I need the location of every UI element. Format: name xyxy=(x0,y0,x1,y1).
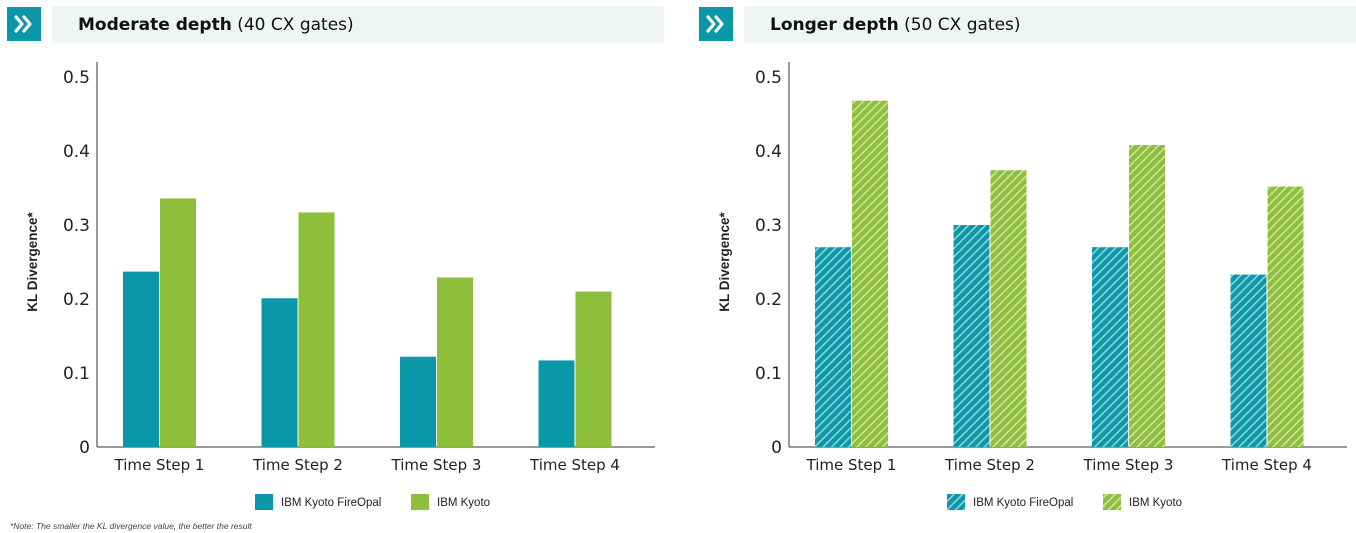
double-chevron-right-icon xyxy=(7,7,41,41)
bar-fireopal xyxy=(400,356,436,447)
y-tick-label: 0.5 xyxy=(63,68,90,88)
chart-panel-longer-depth: Longer depth (50 CX gates) 0 0.1 0.2 0.3 0.4… xyxy=(692,0,1356,515)
bar-kyoto xyxy=(852,100,888,448)
y-tick-label: 0.2 xyxy=(755,290,782,310)
x-tick-label: Time Step 2 xyxy=(252,456,343,474)
bar-fireopal xyxy=(538,360,575,447)
x-tick-label: Time Step 2 xyxy=(944,456,1035,474)
legend-label: IBM Kyoto xyxy=(437,497,490,509)
x-tick-label: Time Step 4 xyxy=(529,456,620,474)
panel-title-bold: Longer depth xyxy=(770,15,899,35)
x-tick-label: Time Step 4 xyxy=(1221,456,1312,474)
legend: IBM Kyoto FireOpal IBM Kyoto xyxy=(947,494,1182,510)
chart-panel-moderate-depth: Moderate depth (40 CX gates) 0 0.1 0.2 0.3 0… xyxy=(0,0,664,515)
legend-swatch xyxy=(255,494,273,510)
y-tick-label: 0.4 xyxy=(755,142,782,162)
panel-title-bar: Moderate depth (40 CX gates) xyxy=(52,6,664,43)
legend-label: IBM Kyoto xyxy=(1129,497,1182,509)
bar-kyoto xyxy=(298,212,335,447)
panel-title: Moderate depth (40 CX gates) xyxy=(78,15,354,35)
bar-kyoto xyxy=(160,198,196,447)
y-tick-label: 0.1 xyxy=(755,364,782,384)
bar-fireopal xyxy=(1230,274,1267,447)
y-tick-label: 0.1 xyxy=(63,364,90,384)
panel-title: Longer depth (50 CX gates) xyxy=(770,15,1021,35)
y-tick-label: 0.2 xyxy=(63,290,90,310)
legend-swatch xyxy=(947,494,965,510)
bar-fireopal xyxy=(123,271,159,447)
y-axis-label: KL Divergence* xyxy=(25,211,40,311)
y-tick-label: 0.5 xyxy=(755,68,782,88)
y-tick-label: 0 xyxy=(771,438,782,458)
x-tick-label: Time Step 3 xyxy=(1083,456,1174,474)
bar-chart-moderate-depth: 0 0.1 0.2 0.3 0.4 0.5 KL Divergence* Time Step … xyxy=(25,62,655,510)
bar-kyoto xyxy=(575,291,612,447)
panel-title-rest: (40 CX gates) xyxy=(231,15,354,35)
panel-title-rest: (50 CX gates) xyxy=(898,15,1021,35)
panel-title-bold: Moderate depth xyxy=(78,15,232,35)
legend-label: IBM Kyoto FireOpal xyxy=(973,497,1073,509)
legend: IBM Kyoto FireOpal IBM Kyoto xyxy=(255,494,490,510)
y-tick-label: 0.3 xyxy=(63,216,90,236)
y-tick-label: 0.4 xyxy=(63,142,90,162)
bar-kyoto xyxy=(990,170,1027,448)
x-tick-label: Time Step 3 xyxy=(391,456,482,474)
bar-fireopal xyxy=(1092,247,1128,447)
bar-kyoto xyxy=(1129,145,1165,447)
bar-chart-longer-depth: 0 0.1 0.2 0.3 0.4 0.5 KL Divergence* Time Step … xyxy=(717,62,1347,510)
y-tick-label: 0 xyxy=(79,438,90,458)
panel-title-bar: Longer depth (50 CX gates) xyxy=(744,6,1356,43)
x-tick-label: Time Step 1 xyxy=(114,456,205,474)
panel-header: Longer depth (50 CX gates) xyxy=(692,0,1356,43)
bar-kyoto xyxy=(1267,186,1304,447)
panel-header: Moderate depth (40 CX gates) xyxy=(0,0,664,43)
legend-swatch xyxy=(1103,494,1121,510)
bar-fireopal xyxy=(953,225,990,447)
bar-fireopal xyxy=(815,247,851,447)
y-axis-label: KL Divergence* xyxy=(717,211,732,311)
legend-swatch xyxy=(411,494,429,510)
double-chevron-right-icon xyxy=(699,7,733,41)
y-tick-label: 0.3 xyxy=(755,216,782,236)
bar-kyoto xyxy=(437,277,473,447)
legend-label: IBM Kyoto FireOpal xyxy=(281,497,381,509)
bar-fireopal xyxy=(261,298,298,447)
x-tick-label: Time Step 1 xyxy=(806,456,897,474)
footnote: *Note: The smaller the KL divergence val… xyxy=(10,521,252,531)
